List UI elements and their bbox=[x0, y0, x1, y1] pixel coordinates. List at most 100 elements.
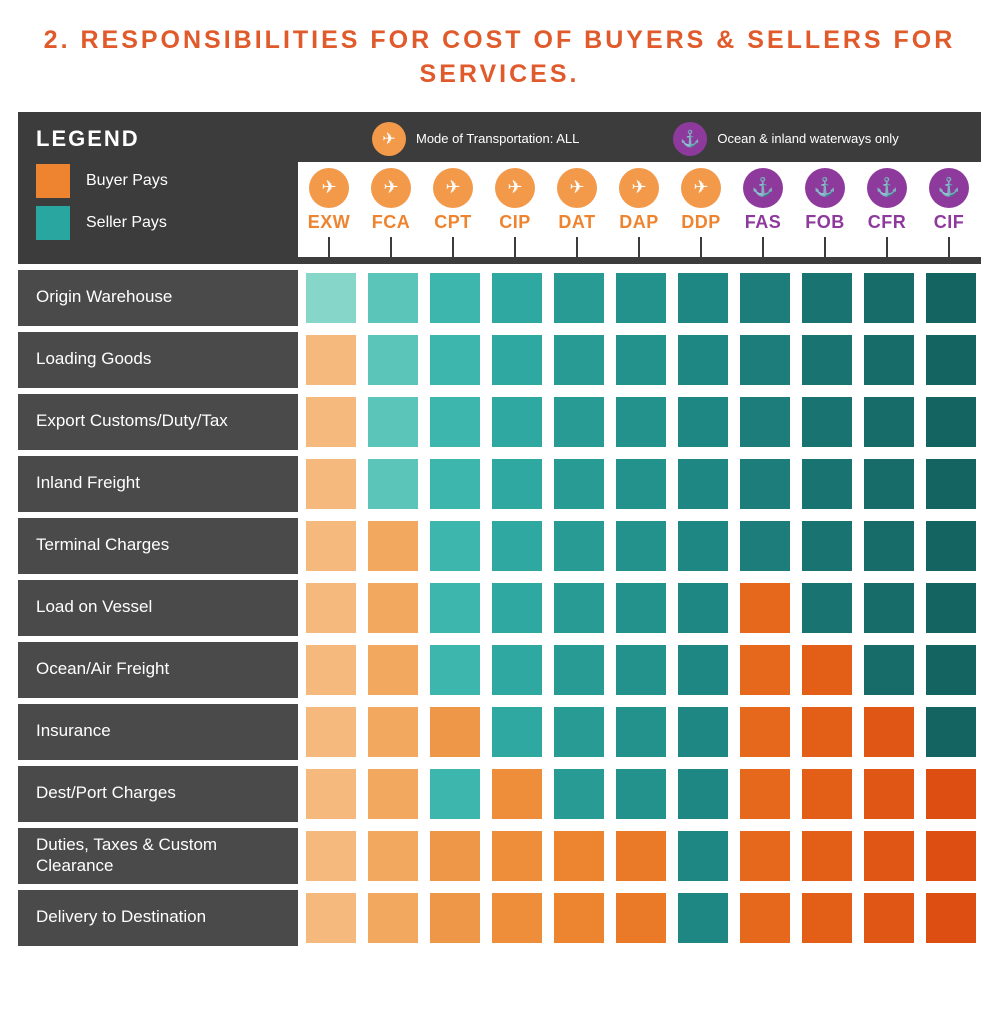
seller-pays-square bbox=[802, 397, 852, 447]
seller-pays-square bbox=[740, 273, 790, 323]
buyer-pays-square bbox=[740, 645, 790, 695]
matrix-cell bbox=[734, 273, 796, 323]
matrix-cell bbox=[858, 707, 920, 757]
ship-icon: ⚓ bbox=[929, 168, 969, 208]
matrix-cell bbox=[858, 583, 920, 633]
seller-pays-square bbox=[368, 459, 418, 509]
matrix-cell bbox=[424, 645, 486, 695]
seller-pays-square bbox=[678, 521, 728, 571]
seller-pays-square bbox=[926, 459, 976, 509]
row-cells bbox=[298, 704, 982, 760]
column-label: CPT bbox=[422, 212, 484, 233]
matrix-cell bbox=[734, 893, 796, 943]
matrix-cell bbox=[362, 707, 424, 757]
matrix-cell bbox=[796, 583, 858, 633]
matrix-cell bbox=[486, 769, 548, 819]
matrix-cell bbox=[548, 273, 610, 323]
matrix-cell bbox=[920, 521, 982, 571]
seller-pays-square bbox=[802, 583, 852, 633]
column-tick bbox=[824, 237, 826, 257]
table-row: Duties, Taxes & Custom Clearance bbox=[18, 828, 981, 884]
matrix-cell bbox=[300, 769, 362, 819]
buyer-pays-square bbox=[430, 893, 480, 943]
column-tick bbox=[638, 237, 640, 257]
seller-pays-square bbox=[430, 521, 480, 571]
matrix-cell bbox=[920, 335, 982, 385]
row-label: Insurance bbox=[18, 704, 298, 760]
buyer-pays-square bbox=[740, 583, 790, 633]
row-cells bbox=[298, 394, 982, 450]
buyer-pays-square bbox=[368, 583, 418, 633]
buyer-pays-square bbox=[368, 831, 418, 881]
column-headers: ✈ Mode of Transportation: ALL ⚓ Ocean & … bbox=[298, 112, 981, 264]
matrix-cell bbox=[362, 583, 424, 633]
matrix-cell bbox=[610, 893, 672, 943]
seller-pays-square bbox=[678, 335, 728, 385]
buyer-pays-square bbox=[802, 645, 852, 695]
buyer-pays-square bbox=[740, 893, 790, 943]
row-cells bbox=[298, 580, 982, 636]
buyer-pays-square bbox=[306, 583, 356, 633]
row-label: Terminal Charges bbox=[18, 518, 298, 574]
seller-pays-square bbox=[740, 335, 790, 385]
matrix-cell bbox=[920, 707, 982, 757]
matrix-cell bbox=[486, 707, 548, 757]
column-label: FCA bbox=[360, 212, 422, 233]
buyer-pays-square bbox=[802, 769, 852, 819]
matrix-cell bbox=[300, 459, 362, 509]
row-label: Load on Vessel bbox=[18, 580, 298, 636]
buyer-pays-square bbox=[740, 769, 790, 819]
seller-pays-square bbox=[430, 769, 480, 819]
table-row: Delivery to Destination bbox=[18, 890, 981, 946]
column-label: DDP bbox=[670, 212, 732, 233]
seller-pays-square bbox=[616, 583, 666, 633]
matrix-cell bbox=[858, 831, 920, 881]
airplane-truck-icon: ✈ bbox=[681, 168, 721, 208]
buyer-pays-square bbox=[864, 769, 914, 819]
matrix-cell bbox=[920, 893, 982, 943]
matrix-cell bbox=[858, 397, 920, 447]
matrix-cell bbox=[548, 459, 610, 509]
buyer-pays-square bbox=[368, 893, 418, 943]
matrix-cell bbox=[796, 521, 858, 571]
matrix-cell bbox=[796, 707, 858, 757]
column-tick bbox=[328, 237, 330, 257]
seller-pays-square bbox=[554, 459, 604, 509]
buyer-pays-square bbox=[306, 459, 356, 509]
matrix-cell bbox=[920, 645, 982, 695]
matrix-cell bbox=[548, 893, 610, 943]
matrix-cell bbox=[486, 273, 548, 323]
buyer-pays-square bbox=[492, 831, 542, 881]
column-label: CIP bbox=[484, 212, 546, 233]
buyer-pays-square bbox=[306, 769, 356, 819]
seller-pays-square bbox=[678, 645, 728, 695]
matrix-cell bbox=[672, 273, 734, 323]
seller-pays-square bbox=[802, 273, 852, 323]
matrix-cell bbox=[362, 397, 424, 447]
buyer-pays-square bbox=[926, 831, 976, 881]
table-row: Load on Vessel bbox=[18, 580, 981, 636]
matrix-cell bbox=[610, 459, 672, 509]
seller-pays-square bbox=[368, 335, 418, 385]
matrix-cell bbox=[734, 707, 796, 757]
matrix-cell bbox=[300, 273, 362, 323]
incoterms-matrix: LEGEND Buyer Pays Seller Pays ✈ Mode of … bbox=[18, 112, 981, 946]
matrix-cell bbox=[920, 273, 982, 323]
matrix-rows: Origin WarehouseLoading GoodsExport Cust… bbox=[18, 270, 981, 946]
seller-pays-square bbox=[616, 397, 666, 447]
table-row: Export Customs/Duty/Tax bbox=[18, 394, 981, 450]
row-label: Dest/Port Charges bbox=[18, 766, 298, 822]
buyer-pays-square bbox=[430, 831, 480, 881]
matrix-cell bbox=[858, 893, 920, 943]
matrix-cell bbox=[486, 459, 548, 509]
seller-pays-square bbox=[864, 583, 914, 633]
matrix-cell bbox=[858, 645, 920, 695]
matrix-cell bbox=[672, 335, 734, 385]
buyer-pays-square bbox=[306, 893, 356, 943]
legend-swatch-buyer bbox=[36, 164, 70, 198]
matrix-cell bbox=[610, 521, 672, 571]
seller-pays-square bbox=[306, 273, 356, 323]
matrix-cell bbox=[424, 521, 486, 571]
seller-pays-square bbox=[864, 335, 914, 385]
matrix-cell bbox=[610, 583, 672, 633]
